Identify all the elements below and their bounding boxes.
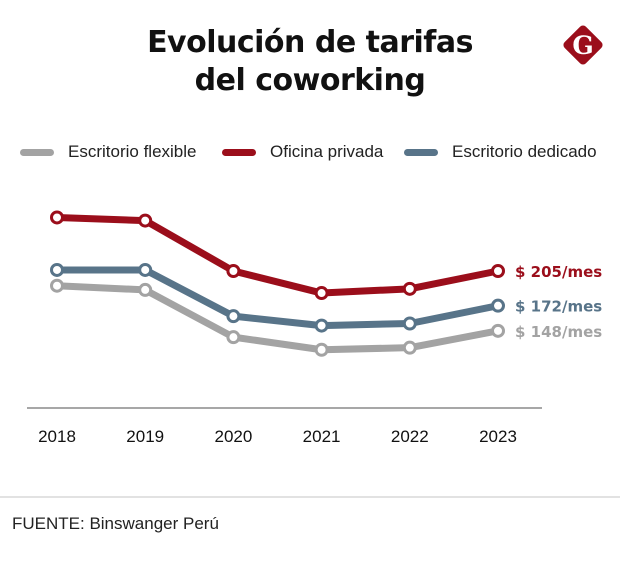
source-note: FUENTE: Binswanger Perú [12, 514, 219, 533]
legend-item-oficina-privada: Oficina privada [222, 140, 383, 164]
chart-title-line-1: Evolución de tarifas [147, 25, 473, 60]
chart-title-line-2: del coworking [194, 63, 426, 98]
logo-diamond [563, 25, 603, 65]
data-point-escritorio-dedicado-2019 [138, 262, 153, 277]
chart-title: Evolución de tarifas del coworking [0, 24, 620, 100]
data-point-escritorio-flexible-2018 [50, 278, 64, 293]
series-line-oficina-privada [53, 213, 502, 297]
legend-item-escritorio-flexible: Escritorio flexible [20, 140, 197, 164]
legend-swatch-oficina-privada [222, 148, 256, 156]
data-point-oficina-privada-2018 [50, 210, 64, 225]
x-tick-label-2021: 2021 [303, 427, 341, 446]
legend-item-escritorio-dedicado: Escritorio dedicado [404, 140, 597, 164]
x-tick-label-2022: 2022 [391, 427, 429, 446]
end-label-escritorio-flexible: $ 148/mes [515, 323, 602, 341]
end-label-escritorio-dedicado: $ 172/mes [515, 298, 602, 316]
x-tick-label-2020: 2020 [214, 427, 252, 446]
data-point-escritorio-flexible-2023 [491, 323, 505, 338]
x-tick-label-2018: 2018 [38, 427, 76, 446]
series-line-escritorio-flexible [53, 282, 502, 354]
series-line-escritorio-dedicado [53, 266, 502, 330]
line-chart: 2018 2019 2020 2021 2022 2023 $ 148/mes $ 172/m… [27, 210, 602, 446]
legend-label-oficina-privada: Oficina privada [270, 142, 384, 161]
end-label-oficina-privada: $ 205/mes [515, 263, 602, 281]
legend-swatch-escritorio-flexible [20, 148, 54, 156]
data-point-escritorio-dedicado-2021 [314, 318, 329, 333]
x-tick-label-2023: 2023 [479, 427, 517, 446]
data-point-escritorio-flexible-2021 [314, 342, 329, 357]
chart-legend: Escritorio flexible Oficina privada Escr… [20, 140, 620, 164]
data-point-oficina-privada-2019 [138, 213, 153, 228]
x-tick-label-2019: 2019 [126, 427, 164, 446]
data-point-escritorio-flexible-2022 [402, 340, 417, 355]
brand-logo-icon: G [563, 25, 603, 65]
legend-label-escritorio-flexible: Escritorio flexible [68, 142, 197, 161]
logo-letter: G [572, 31, 593, 60]
data-point-oficina-privada-2023 [491, 264, 505, 278]
data-point-oficina-privada-2020 [226, 264, 241, 278]
data-point-escritorio-dedicado-2020 [226, 309, 241, 324]
data-point-escritorio-flexible-2019 [138, 282, 153, 297]
data-point-escritorio-dedicado-2018 [50, 262, 64, 277]
legend-swatch-escritorio-dedicado [404, 148, 438, 156]
data-point-escritorio-dedicado-2023 [491, 298, 505, 313]
data-point-oficina-privada-2022 [402, 281, 417, 296]
legend-label-escritorio-dedicado: Escritorio dedicado [452, 142, 597, 161]
data-point-oficina-privada-2021 [314, 286, 329, 301]
data-point-escritorio-dedicado-2022 [402, 316, 417, 331]
data-point-escritorio-flexible-2020 [226, 330, 241, 345]
footer-divider [0, 496, 620, 498]
